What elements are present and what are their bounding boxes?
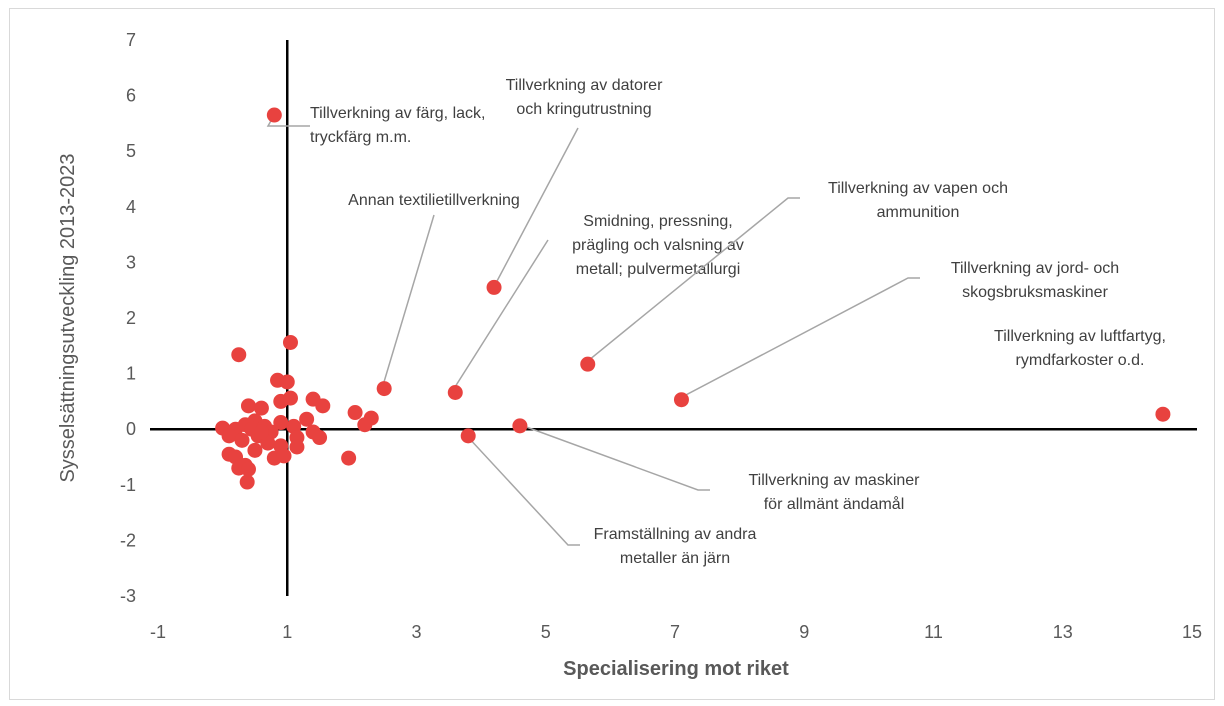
annotation-label: rymdfarkoster o.d. [1016, 352, 1145, 369]
y-tick-label: -1 [120, 475, 136, 495]
annotation-label: och kringutrustning [516, 101, 651, 118]
data-point [221, 428, 237, 444]
annotation-label: Framställning av andra [594, 526, 757, 543]
annotation-leader-line [383, 214, 435, 389]
annotation-label: Tillverkning av jord- och [951, 260, 1119, 277]
x-tick-label: 15 [1182, 622, 1202, 642]
data-point [460, 428, 476, 444]
y-tick-label: 4 [126, 197, 136, 217]
annotation-label: tryckfärg m.m. [310, 129, 411, 146]
x-tick-label: 5 [541, 622, 551, 642]
data-point [347, 405, 363, 421]
y-tick-label: 6 [126, 86, 136, 106]
y-tick-label: 5 [126, 141, 136, 161]
annotation-label: ammunition [877, 204, 960, 221]
annotation-label: Tillverkning av datorer [506, 77, 663, 94]
annotation-label: Tillverkning av luftfartyg, [994, 328, 1166, 345]
y-axis-title: Sysselsättningsutveckling 2013-2023 [57, 153, 79, 482]
annotation-label: metall; pulvermetallurgi [576, 261, 741, 278]
annotation-leader-line [465, 435, 580, 546]
y-tick-label: -3 [120, 586, 136, 606]
chart-frame [9, 8, 1215, 700]
data-point [673, 392, 689, 408]
annotation-leader-line [519, 424, 710, 491]
y-tick-label: 1 [126, 364, 136, 384]
data-point [312, 430, 328, 446]
annotation-label: skogsbruksmaskiner [962, 284, 1109, 301]
data-point [276, 448, 292, 464]
y-tick-label: 7 [126, 30, 136, 50]
annotation-label: metaller än järn [620, 550, 730, 567]
x-tick-label: 9 [799, 622, 809, 642]
annotation-label: Tillverkning av vapen och [828, 180, 1008, 197]
data-point [341, 450, 357, 466]
x-tick-label: 7 [670, 622, 680, 642]
data-point [289, 439, 305, 455]
data-point [315, 398, 331, 414]
data-point [247, 442, 263, 458]
x-tick-label: -1 [150, 622, 166, 642]
y-tick-label: -2 [120, 530, 136, 550]
annotation-label: Smidning, pressning, [583, 213, 732, 230]
data-point [253, 400, 269, 416]
x-tick-label: 1 [282, 622, 292, 642]
annotation-leader-line [680, 277, 920, 401]
x-tick-label: 3 [411, 622, 421, 642]
annotation-leader-line [454, 239, 549, 393]
y-tick-label: 3 [126, 252, 136, 272]
x-axis-title: Specialisering mot riket [563, 658, 789, 680]
annotation-label: Tillverkning av maskiner [748, 472, 920, 489]
data-point [234, 432, 250, 448]
y-tick-label: 2 [126, 308, 136, 328]
data-point [580, 356, 596, 372]
data-point [231, 347, 247, 363]
data-point [357, 417, 373, 433]
data-point [447, 385, 463, 401]
data-point [512, 418, 528, 434]
annotation-label: Annan textilietillverkning [348, 192, 520, 209]
data-point [260, 435, 276, 451]
data-point [253, 424, 269, 440]
data-point [1155, 406, 1171, 422]
x-tick-label: 13 [1053, 622, 1073, 642]
annotation-label: prägling och valsning av [572, 237, 744, 254]
data-point [282, 334, 298, 350]
data-point [240, 398, 256, 414]
annotation-label: Tillverkning av färg, lack, [310, 105, 485, 122]
data-point [376, 381, 392, 397]
data-point [486, 279, 502, 295]
x-tick-label: 11 [924, 622, 943, 642]
y-tick-label: 0 [126, 419, 136, 439]
data-point [299, 411, 315, 427]
data-point [266, 107, 282, 123]
data-point [240, 461, 256, 477]
data-point [273, 415, 289, 431]
annotation-label: för allmänt ändamål [764, 495, 905, 513]
data-point [279, 374, 295, 390]
data-point [282, 390, 298, 406]
data-point [239, 474, 255, 490]
